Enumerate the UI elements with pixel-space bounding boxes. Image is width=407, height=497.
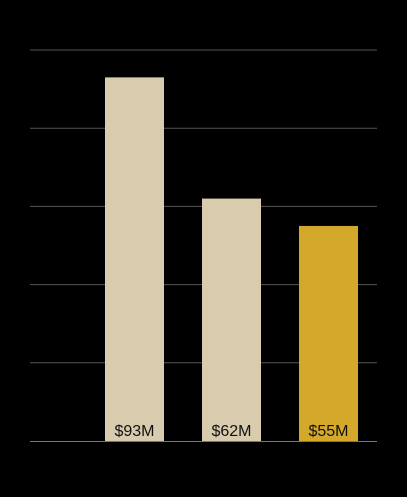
bar-value-label-1: $93M — [114, 423, 154, 440]
bar-value-labels: $93M $62M $55M — [114, 423, 348, 440]
bar-1 — [105, 77, 164, 442]
bar-value-label-2: $62M — [211, 423, 251, 440]
bar-3 — [299, 225, 358, 441]
bars — [105, 77, 358, 442]
bar-value-label-3: $55M — [308, 423, 348, 440]
bar-2 — [202, 198, 261, 441]
